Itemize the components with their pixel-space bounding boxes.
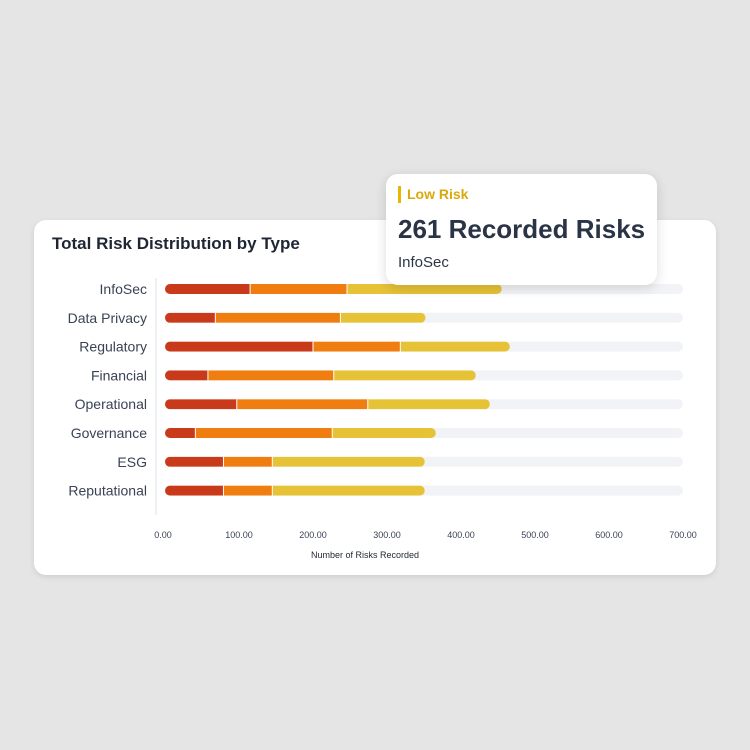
x-tick-label: 0.00 — [154, 530, 172, 540]
segment-separator — [222, 456, 224, 467]
stacked-bar-chart: InfoSec Data Privacy Regulatory Financial Op… — [68, 278, 697, 560]
segment-separator — [271, 485, 273, 496]
category-label: Reputational — [68, 483, 147, 499]
x-tick-labels: 0.00 100.00 200.00 300.00 400.00 500.00 600.00… — [154, 530, 697, 540]
bar-segment-low[interactable] — [347, 284, 502, 294]
category-label: Operational — [75, 396, 147, 412]
bar-segment-high[interactable] — [165, 312, 216, 323]
bar-segment-high[interactable] — [165, 399, 237, 410]
bar-segment-high[interactable] — [165, 485, 224, 496]
bar-segment-medium[interactable] — [215, 312, 341, 323]
category-label: Financial — [91, 367, 147, 383]
chart-title: Total Risk Distribution by Type — [52, 234, 300, 253]
bar-segment-medium[interactable] — [223, 485, 273, 496]
segment-separator — [214, 312, 216, 323]
bar-segment-high[interactable] — [165, 428, 196, 438]
bar-esg[interactable] — [165, 456, 425, 467]
bar-operational[interactable] — [165, 399, 490, 410]
bar-segment-high[interactable] — [165, 284, 251, 294]
segment-separator — [399, 341, 401, 352]
bar-segment-medium[interactable] — [195, 428, 333, 438]
bar-segment-medium[interactable] — [313, 341, 401, 352]
category-label: Regulatory — [79, 339, 147, 355]
bar-segment-low[interactable] — [333, 370, 476, 381]
x-tick-label: 500.00 — [521, 530, 549, 540]
segment-separator — [339, 312, 341, 323]
segment-separator — [207, 370, 209, 381]
segment-separator — [333, 370, 335, 381]
bar-segment-high[interactable] — [165, 456, 224, 467]
bar-segment-medium[interactable] — [207, 370, 334, 381]
bar-segment-low[interactable] — [400, 341, 510, 352]
bar-reputational[interactable] — [165, 485, 425, 496]
bar-segment-low[interactable] — [367, 399, 490, 410]
bar-segment-low[interactable] — [332, 428, 436, 438]
bar-segment-high[interactable] — [165, 341, 313, 352]
segment-separator — [194, 428, 196, 438]
tooltip-card: Low Risk 261 Recorded Risks InfoSec — [386, 174, 657, 285]
segment-separator — [367, 399, 369, 410]
segment-separator — [331, 428, 333, 438]
bar-segment-low[interactable] — [272, 485, 425, 496]
bar-infosec[interactable] — [165, 284, 502, 294]
bar-financial[interactable] — [165, 370, 476, 381]
tooltip-category: InfoSec — [398, 254, 449, 271]
x-tick-label: 700.00 — [669, 530, 697, 540]
x-tick-label: 100.00 — [225, 530, 253, 540]
bar-governance[interactable] — [165, 428, 436, 438]
x-tick-label: 300.00 — [373, 530, 401, 540]
bars-layer — [165, 284, 683, 496]
segment-separator — [249, 284, 251, 294]
bar-regulatory[interactable] — [165, 341, 510, 352]
bar-data-privacy[interactable] — [165, 312, 426, 323]
category-labels: InfoSec Data Privacy Regulatory Financial Op… — [68, 281, 148, 499]
segment-separator — [312, 341, 314, 352]
category-label: ESG — [117, 454, 147, 470]
segment-separator — [271, 456, 273, 467]
x-tick-label: 600.00 — [595, 530, 623, 540]
segment-separator — [346, 284, 348, 294]
category-label: InfoSec — [100, 281, 147, 297]
bar-segment-medium[interactable] — [223, 456, 273, 467]
category-label: Data Privacy — [68, 310, 147, 326]
segment-separator — [236, 399, 238, 410]
bar-segment-medium[interactable] — [250, 284, 348, 294]
x-tick-label: 400.00 — [447, 530, 475, 540]
tooltip-risk-level: Low Risk — [398, 186, 468, 203]
bar-segment-high[interactable] — [165, 370, 208, 381]
segment-separator — [222, 485, 224, 496]
x-axis-label: Number of Risks Recorded — [311, 550, 419, 560]
tooltip-value: 261 Recorded Risks — [398, 214, 646, 244]
bar-segment-low[interactable] — [272, 456, 425, 467]
bar-segment-low[interactable] — [340, 312, 426, 323]
x-tick-label: 200.00 — [299, 530, 327, 540]
category-label: Governance — [71, 425, 147, 441]
bar-segment-medium[interactable] — [236, 399, 368, 410]
